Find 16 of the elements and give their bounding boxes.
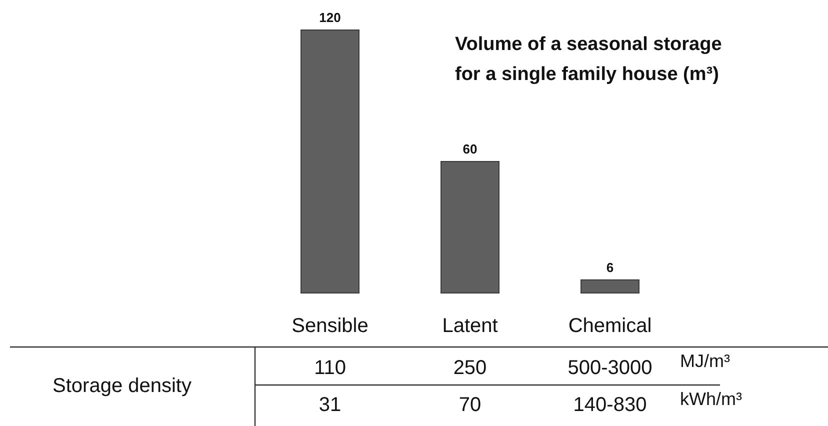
text: Storage density — [52, 375, 192, 397]
text: Volume of a seasonal storage for a single family house (m³) — [455, 34, 722, 85]
x-tick-label: Chemical — [568, 315, 652, 337]
text: 500-3000 — [568, 357, 652, 379]
text: kWh/m³ — [680, 389, 742, 409]
text: 70 — [458, 394, 482, 416]
x-tick-label: Latent — [442, 315, 498, 337]
text: 110 — [314, 357, 346, 379]
data-label: 120 — [319, 10, 341, 25]
data-label: 60 — [462, 142, 478, 156]
x-tick-label: Sensible — [292, 315, 368, 337]
text: MJ/m³ — [680, 351, 730, 371]
text: 140-830 — [573, 394, 647, 416]
text: 250 — [453, 357, 487, 379]
text: 31 — [318, 394, 342, 416]
data-label: 6 — [606, 260, 614, 275]
